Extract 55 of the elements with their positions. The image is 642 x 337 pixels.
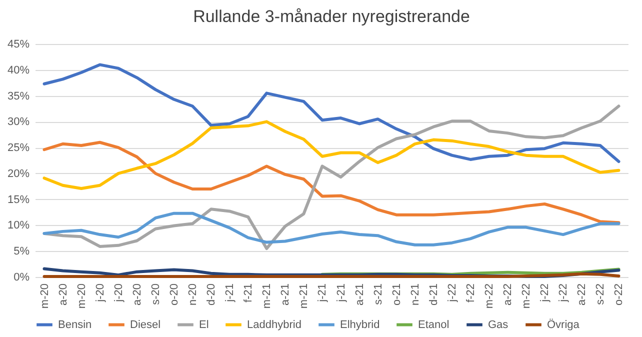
x-tick-label: f-21 bbox=[242, 284, 255, 302]
x-tick-label: s-22 bbox=[594, 284, 607, 305]
x-tick-label: a-21 bbox=[280, 284, 292, 306]
line-series bbox=[42, 212, 620, 246]
legend-label: Etanol bbox=[418, 318, 450, 331]
y-tick-label: 5% bbox=[14, 246, 30, 258]
line-series bbox=[42, 120, 620, 190]
legend-label: Bensin bbox=[58, 318, 92, 331]
x-tick-label: a-20 bbox=[57, 284, 70, 306]
x-tick-label: s-21 bbox=[372, 284, 384, 305]
y-tick-label: 0% bbox=[14, 272, 30, 284]
y-tick-label: 35% bbox=[7, 90, 30, 102]
x-tick-label: o-21 bbox=[390, 284, 403, 306]
legend-label: Elhybrid bbox=[340, 318, 380, 331]
x-tick-label: m-20 bbox=[38, 284, 51, 309]
x-tick-label: n-20 bbox=[187, 284, 200, 306]
y-tick-label: 10% bbox=[7, 220, 30, 232]
x-tick-label: m-21 bbox=[261, 284, 274, 309]
x-tick-label: j-22 bbox=[558, 284, 570, 303]
x-tick-label: f-22 bbox=[464, 284, 477, 302]
x-tick-label: j-21 bbox=[316, 284, 329, 303]
y-tick-label: 20% bbox=[7, 168, 30, 180]
y-tick-label: 45% bbox=[7, 38, 30, 50]
x-tick-label: j-20 bbox=[94, 284, 106, 303]
x-tick-label: o-20 bbox=[168, 284, 180, 306]
legend-label: Laddhybrid bbox=[247, 318, 302, 331]
x-tick-label: a-22 bbox=[576, 284, 588, 306]
x-tick-label: j-22 bbox=[539, 284, 552, 303]
legend-label: Gas bbox=[488, 318, 509, 331]
x-tick-label: m-21 bbox=[298, 284, 310, 309]
y-tick-label: 25% bbox=[7, 142, 30, 154]
y-tick-label: 30% bbox=[7, 116, 30, 128]
x-tick-label: m-22 bbox=[520, 284, 533, 309]
x-tick-label: d-21 bbox=[428, 284, 440, 306]
legend-label: Diesel bbox=[130, 318, 161, 331]
x-tick-label: o-22 bbox=[613, 284, 626, 306]
legend-label: El bbox=[199, 318, 209, 331]
x-tick-label: m-22 bbox=[484, 284, 496, 309]
x-tick-label: j-21 bbox=[224, 284, 236, 303]
line-series bbox=[42, 63, 620, 164]
x-tick-label: j-21 bbox=[335, 284, 348, 303]
x-tick-label: d-20 bbox=[206, 284, 218, 306]
y-tick-label: 15% bbox=[7, 194, 30, 206]
x-tick-label: j-20 bbox=[112, 284, 125, 303]
line-series bbox=[42, 140, 620, 224]
x-tick-label: s-20 bbox=[150, 284, 162, 305]
x-tick-label: m-20 bbox=[76, 284, 88, 309]
x-tick-label: n-21 bbox=[409, 284, 422, 306]
x-tick-label: a-22 bbox=[502, 284, 514, 306]
chart-title: Rullande 3-månader nyregistrerande bbox=[193, 7, 470, 26]
y-tick-label: 40% bbox=[7, 64, 30, 76]
x-tick-label: a-20 bbox=[131, 284, 144, 306]
x-tick-label: j-22 bbox=[446, 284, 458, 303]
x-tick-label: a-21 bbox=[354, 284, 366, 306]
legend-label: Övriga bbox=[547, 318, 580, 331]
